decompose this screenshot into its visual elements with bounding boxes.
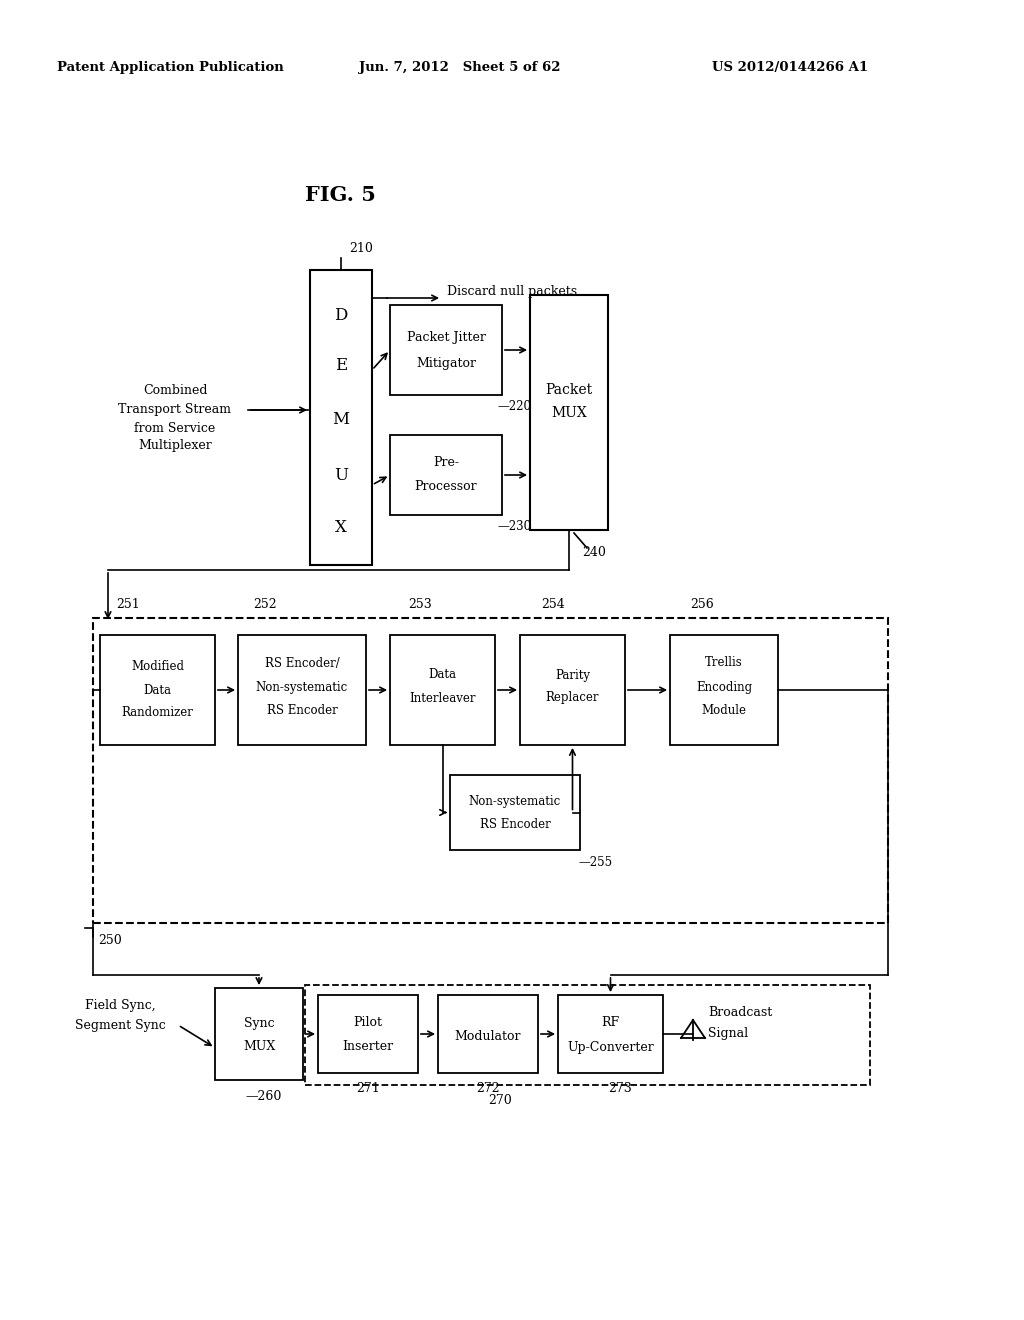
Text: US 2012/0144266 A1: US 2012/0144266 A1 [712, 62, 868, 74]
Text: Broadcast: Broadcast [708, 1006, 772, 1019]
Text: —220: —220 [497, 400, 531, 413]
Text: Pre-: Pre- [433, 457, 459, 470]
Text: Packet Jitter: Packet Jitter [407, 330, 485, 343]
Bar [305, 985, 870, 1085]
Bar [450, 775, 580, 850]
Text: Parity: Parity [555, 668, 590, 681]
Text: Interleaver: Interleaver [410, 692, 476, 705]
Text: Non-systematic: Non-systematic [469, 795, 561, 808]
Text: Jun. 7, 2012   Sheet 5 of 62: Jun. 7, 2012 Sheet 5 of 62 [359, 62, 561, 74]
Text: D: D [334, 306, 348, 323]
Text: 273: 273 [608, 1082, 633, 1096]
Text: 254: 254 [541, 598, 565, 610]
Bar [318, 995, 418, 1073]
Text: M: M [333, 412, 349, 429]
Text: Discard null packets: Discard null packets [446, 285, 578, 298]
Text: —255: —255 [578, 855, 612, 869]
Text: Sync: Sync [244, 1016, 274, 1030]
Text: 240: 240 [582, 545, 606, 558]
Bar [390, 305, 502, 395]
Text: RF: RF [601, 1016, 620, 1030]
Bar [530, 294, 608, 531]
Bar [670, 635, 778, 744]
Text: Segment Sync: Segment Sync [75, 1019, 165, 1031]
Text: MUX: MUX [243, 1040, 275, 1052]
Text: Non-systematic: Non-systematic [256, 681, 348, 693]
Text: Up-Converter: Up-Converter [567, 1040, 654, 1053]
Bar [215, 987, 303, 1080]
Text: Combined: Combined [142, 384, 207, 396]
Text: Patent Application Publication: Patent Application Publication [56, 62, 284, 74]
Text: 270: 270 [488, 1094, 512, 1107]
Text: 252: 252 [253, 598, 276, 610]
Text: Pilot: Pilot [353, 1016, 383, 1030]
Text: RS Encoder/: RS Encoder/ [264, 656, 339, 669]
Bar [390, 436, 502, 515]
Text: RS Encoder: RS Encoder [266, 705, 337, 718]
Text: 256: 256 [690, 598, 714, 610]
Bar [438, 995, 538, 1073]
Text: X: X [335, 520, 347, 536]
Text: Data: Data [428, 668, 457, 681]
Bar [390, 635, 495, 744]
Bar [310, 271, 372, 565]
Text: Replacer: Replacer [546, 692, 599, 705]
Text: Signal: Signal [708, 1027, 749, 1040]
Text: FIG. 5: FIG. 5 [304, 185, 376, 205]
Text: RS Encoder: RS Encoder [479, 818, 550, 832]
Text: U: U [334, 466, 348, 483]
Text: Transport Stream: Transport Stream [119, 404, 231, 417]
Text: Modified: Modified [131, 660, 184, 673]
Text: Processor: Processor [415, 480, 477, 494]
Bar [558, 995, 663, 1073]
Text: Trellis: Trellis [706, 656, 742, 669]
Text: E: E [335, 356, 347, 374]
Text: Module: Module [701, 705, 746, 718]
Text: Multiplexer: Multiplexer [138, 440, 212, 453]
Text: 210: 210 [349, 242, 373, 255]
Text: Field Sync,: Field Sync, [85, 998, 156, 1011]
Text: Mitigator: Mitigator [416, 356, 476, 370]
Text: Modulator: Modulator [455, 1031, 521, 1044]
Text: Encoding: Encoding [696, 681, 752, 693]
Text: 271: 271 [356, 1082, 380, 1096]
Text: MUX: MUX [551, 407, 587, 420]
Text: —260: —260 [246, 1089, 283, 1102]
Text: Data: Data [143, 684, 171, 697]
Text: Inserter: Inserter [342, 1040, 393, 1053]
Bar [100, 635, 215, 744]
Text: 272: 272 [476, 1082, 500, 1096]
Text: 251: 251 [116, 598, 140, 610]
Text: 250: 250 [98, 935, 122, 948]
Bar [93, 618, 888, 923]
Text: Packet: Packet [546, 383, 593, 397]
Text: 253: 253 [409, 598, 432, 610]
Bar [520, 635, 625, 744]
Bar [238, 635, 366, 744]
Text: Randomizer: Randomizer [122, 706, 194, 719]
Text: —230: —230 [497, 520, 531, 533]
Text: from Service: from Service [134, 421, 216, 434]
